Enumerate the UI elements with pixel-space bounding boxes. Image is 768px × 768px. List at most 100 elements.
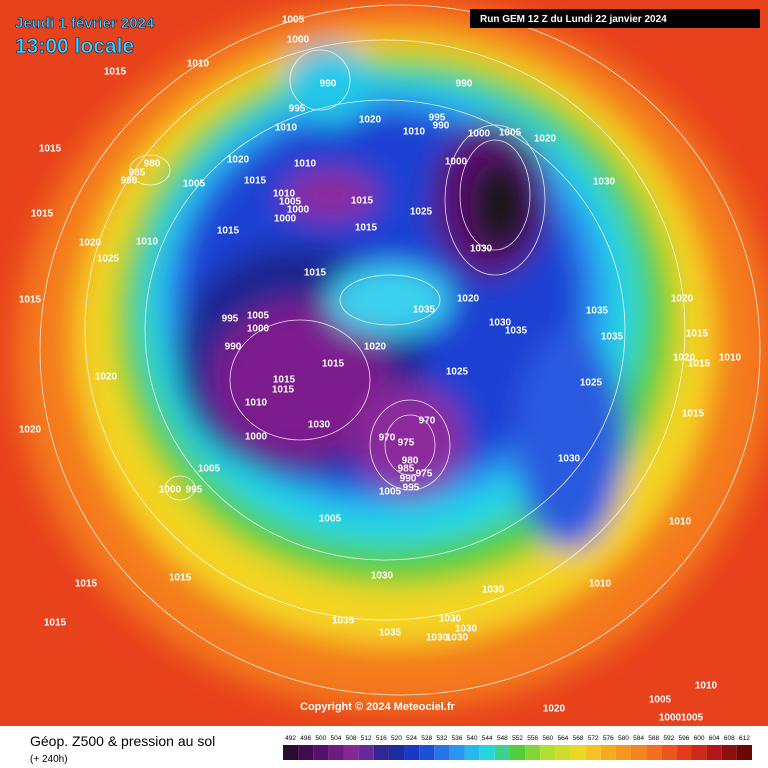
scale-label: 492 <box>285 735 296 742</box>
pressure-label: 1005 <box>649 695 672 706</box>
scale-label: 524 <box>406 735 417 742</box>
pressure-label: 995 <box>403 483 420 494</box>
pressure-label: 1015 <box>686 329 709 340</box>
pressure-label: 1015 <box>104 67 127 78</box>
pressure-label: 1005 <box>499 128 522 139</box>
pressure-label: 1015 <box>351 196 374 207</box>
pressure-label: 1015 <box>44 618 67 629</box>
scale-swatch <box>313 745 329 760</box>
pressure-label: 1010 <box>273 189 296 200</box>
pressure-label: 1000 <box>659 713 682 724</box>
pressure-label: 1010 <box>294 159 317 170</box>
pressure-label: 1020 <box>457 294 480 305</box>
pressure-label: 980 <box>402 456 419 467</box>
map-field <box>0 0 768 726</box>
scale-swatch <box>464 745 480 760</box>
pressure-label: 1015 <box>322 359 345 370</box>
scale-swatch <box>434 745 450 760</box>
pressure-label: 1000 <box>159 485 182 496</box>
pressure-label: 1015 <box>688 359 711 370</box>
pressure-label: 1000 <box>445 157 468 168</box>
legend-subtitle: (+ 240h) <box>30 754 68 765</box>
scale-label: 508 <box>346 735 357 742</box>
color-scale: 492 496 500 504 508 512 516 520 524 528 532 536 540 5… <box>283 735 752 760</box>
scale-label: 520 <box>391 735 402 742</box>
pressure-label: 1010 <box>275 123 298 134</box>
pressure-label: 1035 <box>586 306 609 317</box>
scale-swatch <box>555 745 571 760</box>
pressure-label: 1020 <box>79 238 102 249</box>
scale-label: 584 <box>633 735 644 742</box>
scale-swatch <box>706 745 722 760</box>
pressure-label: 1010 <box>589 579 612 590</box>
pressure-label: 970 <box>379 433 396 444</box>
pressure-label: 995 <box>222 314 239 325</box>
pressure-label: 1030 <box>593 177 616 188</box>
run-label: Run GEM 12 Z du Lundi 22 janvier 2024 <box>480 14 667 25</box>
pressure-label: 980 <box>144 159 161 170</box>
pressure-label: 1020 <box>359 115 382 126</box>
pressure-label: 995 <box>429 113 446 124</box>
scale-label: 604 <box>709 735 720 742</box>
scale-swatch <box>600 745 616 760</box>
pressure-label: 1030 <box>558 454 581 465</box>
pressure-label: 1030 <box>489 318 512 329</box>
forecast-date: Jeudi 1 février 2024 <box>15 15 155 32</box>
scale-swatch <box>283 745 299 760</box>
scale-swatch <box>449 745 465 760</box>
pressure-label: 1000 <box>245 432 268 443</box>
pressure-label: 995 <box>186 485 203 496</box>
scale-swatch <box>479 745 495 760</box>
scale-label: 588 <box>648 735 659 742</box>
scale-label: 532 <box>436 735 447 742</box>
pressure-label: 1025 <box>446 367 469 378</box>
pressure-label: 1035 <box>601 332 624 343</box>
pressure-label: 1030 <box>482 585 505 596</box>
scale-swatch <box>298 745 314 760</box>
pressure-label: 1020 <box>227 155 250 166</box>
pressure-label: 1010 <box>669 517 692 528</box>
pressure-label: 1015 <box>272 385 295 396</box>
scale-swatch <box>646 745 662 760</box>
copyright: Copyright © 2024 Meteociel.fr <box>300 701 456 713</box>
scale-label: 560 <box>542 735 553 742</box>
pressure-label: 1015 <box>39 144 62 155</box>
pressure-label: 1015 <box>19 295 42 306</box>
scale-swatch <box>691 745 707 760</box>
pressure-label: 1030 <box>446 633 469 644</box>
scale-swatch <box>570 745 586 760</box>
scale-label: 548 <box>497 735 508 742</box>
scale-label: 544 <box>482 735 493 742</box>
pressure-label: 990 <box>320 79 337 90</box>
pressure-label: 1005 <box>319 514 342 525</box>
pressure-label: 1005 <box>379 487 402 498</box>
pressure-label: 1000 <box>274 214 297 225</box>
pressure-label: 990 <box>433 121 450 132</box>
pressure-label: 1020 <box>534 134 557 145</box>
pressure-label: 1005 <box>681 713 704 724</box>
isobars <box>39 4 761 696</box>
scale-swatch <box>630 745 647 760</box>
scale-swatch <box>388 745 405 760</box>
scale-swatch <box>661 745 677 760</box>
pressure-label: 1020 <box>543 704 566 715</box>
pressure-label: 990 <box>456 79 473 90</box>
scale-swatch <box>343 745 359 760</box>
pressure-label: 1000 <box>287 205 310 216</box>
pressure-label: 1015 <box>244 176 267 187</box>
scale-label: 512 <box>361 735 372 742</box>
scale-swatch <box>736 745 752 760</box>
pressure-label: 1025 <box>410 207 433 218</box>
pressure-label: 990 <box>400 474 417 485</box>
pressure-label: 1015 <box>169 573 192 584</box>
pressure-label: 1010 <box>187 59 210 70</box>
scale-label: 536 <box>452 735 463 742</box>
pressure-label: 1015 <box>273 375 296 386</box>
scale-label: 552 <box>512 735 523 742</box>
scale-swatch <box>419 745 435 760</box>
pressure-label: 1015 <box>217 226 240 237</box>
pressure-label: 1005 <box>247 311 270 322</box>
pressure-label: 1010 <box>136 237 159 248</box>
